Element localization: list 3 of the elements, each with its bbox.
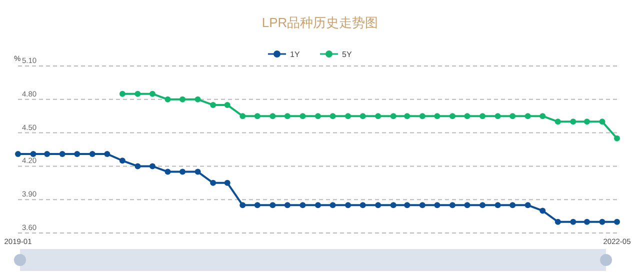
legend-label: 1Y — [290, 50, 300, 59]
chart-title: LPR品种历史走势图 — [262, 15, 378, 30]
legend-label: 5Y — [342, 50, 352, 59]
